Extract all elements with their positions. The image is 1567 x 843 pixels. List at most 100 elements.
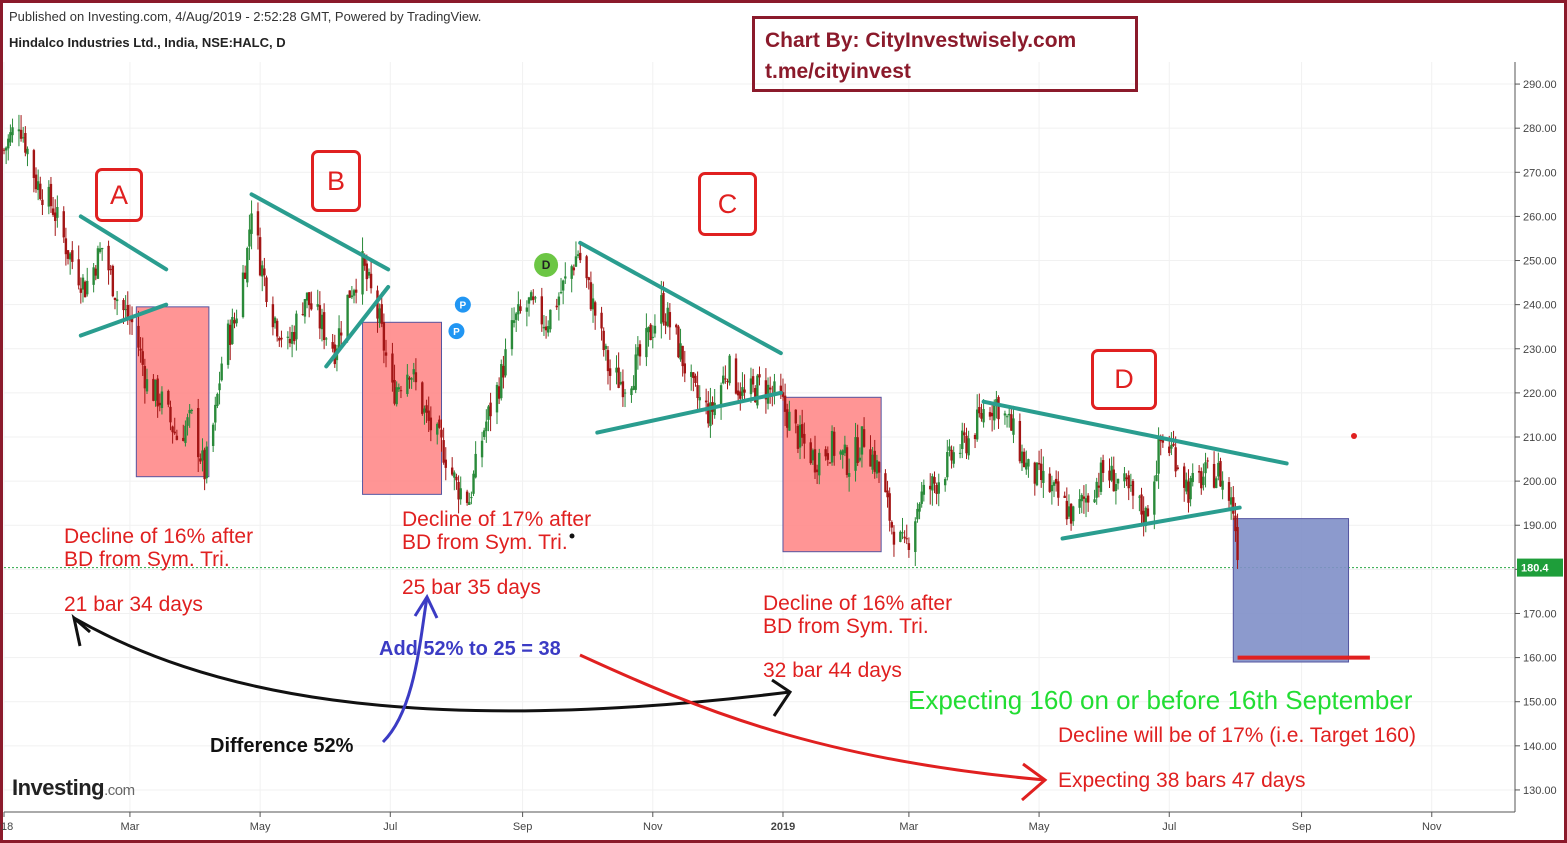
candle-body	[830, 430, 834, 463]
candle-body	[943, 479, 947, 486]
candle-body	[1236, 527, 1239, 561]
candle-body	[1200, 471, 1203, 489]
x-tick-label: May	[1029, 821, 1050, 833]
event-marker	[534, 252, 559, 277]
candle-body	[1168, 446, 1171, 454]
candle-body	[1110, 465, 1113, 481]
candle-body	[472, 473, 475, 494]
chart-credit-box: Chart By: CityInvestwisely.com t.me/city…	[752, 16, 1138, 92]
candle-body	[36, 181, 40, 191]
candle-body	[839, 451, 842, 455]
candle-body	[871, 454, 874, 470]
candle-body	[211, 424, 215, 446]
candle-body	[199, 458, 202, 462]
candle-body	[465, 491, 469, 503]
candle-body	[549, 309, 552, 330]
candle-body	[301, 314, 304, 316]
candle-body	[293, 332, 296, 342]
candle-body	[495, 384, 499, 413]
candle-body	[363, 255, 366, 266]
candle-body	[1025, 462, 1028, 470]
candle-body	[990, 412, 994, 417]
candle-body	[369, 273, 373, 289]
candle-body	[1082, 496, 1086, 499]
pattern-label-d: D	[1091, 349, 1157, 410]
candle-body	[1131, 480, 1135, 496]
expect-target-text: Expecting 160 on or before 16th Septembe…	[908, 685, 1413, 715]
candle-body	[952, 452, 955, 464]
candle-body	[749, 378, 753, 395]
y-tick-label: 270.00	[1523, 167, 1557, 179]
event-marker-label: P	[460, 301, 467, 312]
candle-body	[617, 367, 620, 388]
annotation-arrows	[71, 433, 1357, 802]
candle-body	[143, 366, 147, 389]
candle-body	[295, 313, 298, 340]
candle-body	[139, 348, 142, 351]
candle-body	[154, 379, 157, 401]
candle-body	[589, 282, 593, 310]
candle-body	[815, 469, 819, 473]
candle-body	[519, 306, 522, 311]
candle-body	[722, 375, 725, 384]
last-price-tag	[1517, 558, 1563, 577]
decline-box	[782, 396, 882, 553]
candle-body	[1206, 460, 1209, 462]
candle-body	[442, 440, 445, 463]
candle-body	[963, 432, 966, 436]
candle-body	[645, 328, 648, 358]
candle-body	[800, 424, 804, 438]
candle-body	[423, 408, 426, 413]
candle-body	[54, 212, 57, 221]
candle-body	[1037, 462, 1041, 465]
candle-body	[1072, 506, 1075, 522]
candle-body	[527, 297, 531, 304]
candle-body	[704, 400, 708, 403]
candle-body	[886, 490, 889, 498]
candle-body	[918, 503, 921, 512]
candle-body	[557, 296, 561, 306]
candle-body	[1101, 460, 1105, 473]
event-marker-label: D	[542, 258, 551, 272]
candle-body	[26, 148, 29, 155]
candle-body	[450, 467, 454, 475]
candle-body	[694, 375, 697, 384]
b-decline-text-2: BD from Sym. Tri.	[402, 531, 568, 554]
candle-body	[24, 133, 27, 153]
candle-body	[77, 259, 80, 286]
candle-body	[929, 485, 932, 490]
candle-body	[914, 521, 917, 553]
candle-body	[1114, 484, 1118, 492]
candle-body	[854, 437, 857, 471]
arrow-blue	[381, 596, 429, 744]
candle-body	[1125, 477, 1128, 480]
credit-line-1: Chart By: CityInvestwisely.com	[765, 29, 1077, 52]
candle-body	[92, 267, 95, 285]
candle-body	[666, 307, 669, 326]
candle-body	[64, 238, 68, 255]
candle-body	[786, 409, 789, 428]
candle-body	[218, 383, 221, 391]
candle-body	[2, 149, 6, 151]
candle-body	[214, 404, 217, 423]
candle-body	[920, 491, 923, 504]
candle-body	[534, 297, 537, 299]
candle-body	[1140, 494, 1143, 515]
candle-body	[764, 380, 768, 400]
candle-body	[1063, 495, 1066, 499]
candle-body	[406, 374, 409, 394]
candle-body	[246, 248, 249, 283]
candle-body	[1022, 451, 1026, 468]
candle-body	[664, 321, 667, 326]
candle-body	[482, 430, 486, 438]
candle-body	[1112, 469, 1115, 492]
candle-body	[1067, 506, 1071, 517]
candle-body	[352, 290, 356, 296]
candle-body	[621, 381, 625, 398]
candle-body	[630, 388, 633, 396]
candle-body	[698, 397, 701, 401]
candle-body	[856, 437, 859, 463]
candle-body	[86, 280, 89, 295]
candle-body	[1057, 481, 1060, 498]
